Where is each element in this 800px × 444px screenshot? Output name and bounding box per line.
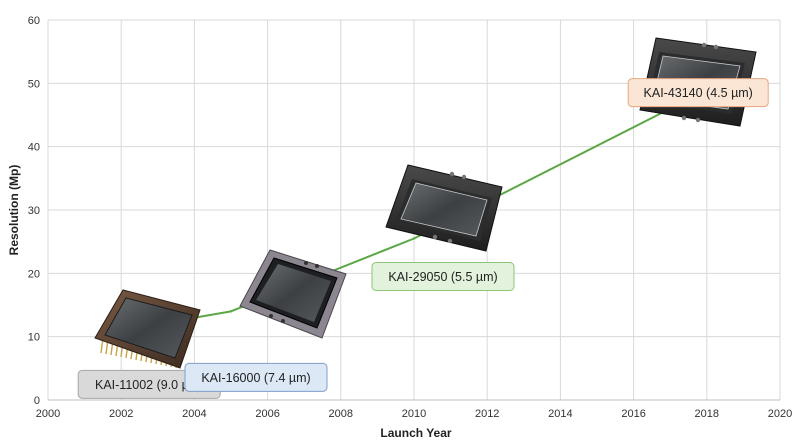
ccd-sensor-chip-icon [239, 249, 347, 339]
callout-box: KAI-43140 (4.5 µm) [627, 78, 769, 108]
callout-box: KAI-29050 (5.5 µm) [371, 262, 515, 291]
data-point [412, 237, 416, 240]
y-tick-label: 50 [28, 78, 40, 90]
x-tick-label: 2004 [182, 408, 206, 420]
y-axis-title: Resolution (Mp) [7, 165, 21, 256]
y-tick-label: 60 [28, 15, 40, 27]
x-tick-label: 2016 [621, 408, 645, 420]
y-axis-ticks: 0 10 20 30 40 50 60 [28, 15, 40, 407]
y-tick-label: 20 [28, 268, 40, 280]
y-tick-label: 10 [28, 332, 40, 344]
y-tick-label: 0 [34, 395, 40, 407]
annotation-callouts: KAI-11002 (9.0 µm)KAI-16000 (7.4 µm) KAI-… [77, 78, 769, 399]
x-tick-label: 2010 [402, 408, 426, 420]
x-tick-label: 2014 [548, 408, 572, 420]
x-tick-label: 2008 [329, 408, 353, 420]
y-tick-label: 30 [28, 205, 40, 217]
x-axis-ticks: 2000 2002 2004 2006 2008 2010 2012 2014 2016 2018… [36, 408, 792, 420]
callout-label: KAI-16000 (7.4 µm) [201, 371, 310, 385]
callout-box: KAI-16000 (7.4 µm) [184, 362, 328, 392]
y-tick-label: 40 [28, 142, 40, 154]
x-tick-label: 2006 [255, 408, 279, 420]
callout-background [184, 362, 328, 392]
ccd-sensor-chip-icon [94, 289, 201, 369]
callout-label: KAI-11002 (9.0 µm) [95, 378, 203, 392]
x-tick-label: 2018 [695, 408, 719, 420]
x-tick-label: 2000 [36, 408, 60, 420]
x-tick-label: 2020 [768, 408, 792, 420]
callout-label: KAI-43140 (4.5 µm) [644, 86, 753, 100]
data-point [229, 310, 233, 313]
x-tick-label: 2002 [109, 408, 133, 420]
ccd-sensor-chip-icon [385, 164, 503, 252]
callout-background [627, 78, 769, 108]
callout-background [371, 262, 515, 291]
callout-label: KAI-29050 (5.5 µm) [388, 270, 497, 284]
x-tick-label: 2012 [475, 408, 499, 420]
x-axis-title: Launch Year [380, 426, 451, 440]
